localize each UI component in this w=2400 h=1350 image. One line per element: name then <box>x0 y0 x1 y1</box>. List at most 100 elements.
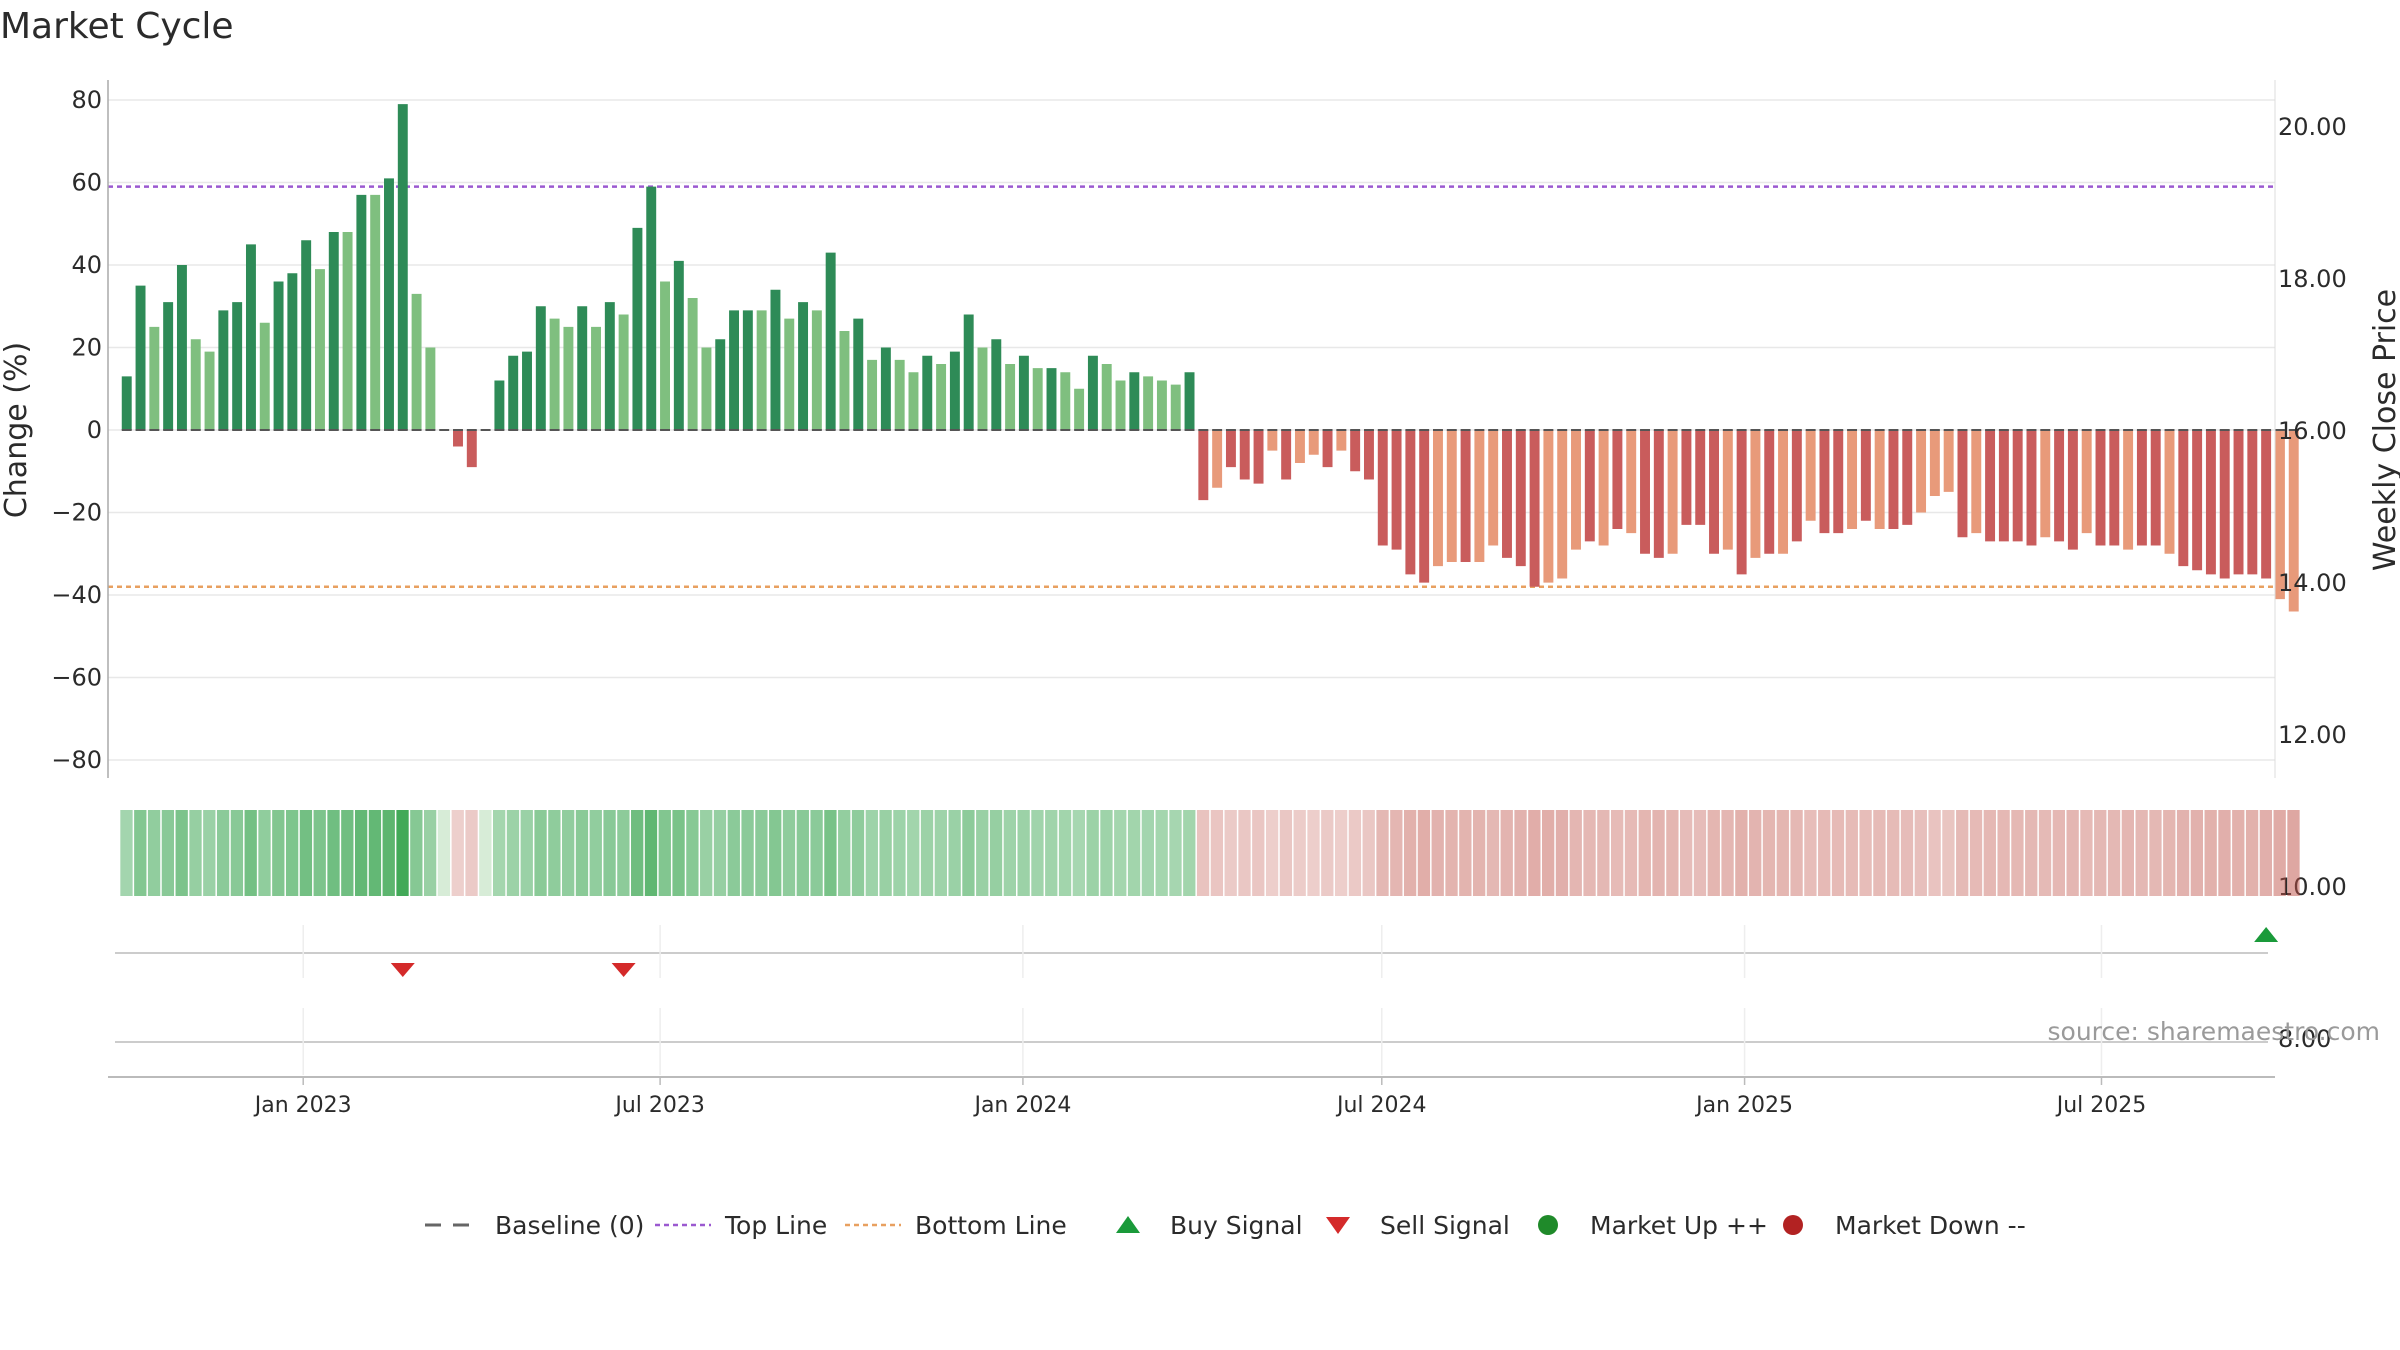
bar <box>1032 368 1043 430</box>
strip-cell <box>1224 810 1237 896</box>
strip-cell <box>976 810 989 896</box>
strip-cell <box>120 810 133 896</box>
bar <box>977 347 988 430</box>
strip-cell <box>1624 810 1638 896</box>
bar <box>1681 430 1692 525</box>
strip-cell <box>2025 810 2038 896</box>
legend-label: Market Down -- <box>1835 1211 2026 1240</box>
strip-cell <box>1072 810 1086 896</box>
bar <box>2164 430 2175 554</box>
bar <box>1281 430 1292 480</box>
y-tick-left: −40 <box>51 581 102 609</box>
bar <box>1957 430 1968 538</box>
bar <box>190 339 201 430</box>
bar <box>2081 430 2092 534</box>
strip-cell <box>989 810 1003 896</box>
bar <box>1101 364 1112 430</box>
strip-cell <box>1611 810 1624 896</box>
strip-cell <box>562 810 575 896</box>
y-tick-left: 60 <box>71 169 102 197</box>
strip-cell <box>686 810 699 896</box>
bar <box>1156 380 1167 430</box>
y-tick-right: 16.00 <box>2278 417 2347 445</box>
strip-cell <box>1859 810 1872 896</box>
bar <box>1929 430 1940 496</box>
strip-cell <box>1831 810 1845 896</box>
strip-cell <box>396 810 409 896</box>
bar <box>1750 430 1761 558</box>
strip-cell <box>258 810 271 896</box>
strip-cell <box>2121 810 2135 896</box>
bar <box>1529 430 1540 587</box>
bar <box>1474 430 1485 562</box>
bar <box>1446 430 1457 562</box>
strip-cell <box>1652 810 1665 896</box>
x-tick-label: Jan 2023 <box>253 1093 352 1118</box>
bar <box>563 326 574 430</box>
strip-cell <box>1762 810 1776 896</box>
bar <box>1253 430 1264 484</box>
strip-cell <box>272 810 285 896</box>
source-label: source: sharemaestro.com <box>2048 1017 2381 1046</box>
bar <box>1143 376 1154 430</box>
bar <box>1018 355 1029 430</box>
bar <box>618 314 629 430</box>
strip-cell <box>1114 810 1127 896</box>
strip-cell <box>1058 810 1072 896</box>
strip-cell <box>1569 810 1582 896</box>
bar <box>397 104 408 430</box>
x-tick-label: Jul 2023 <box>613 1093 705 1118</box>
strip-cell <box>1914 810 1927 896</box>
strip-cell <box>313 810 326 896</box>
strip-cell <box>203 810 216 896</box>
bar <box>2219 430 2230 579</box>
strip-cell <box>575 810 589 896</box>
strip-cell <box>1334 810 1348 896</box>
bar <box>411 293 422 430</box>
bar <box>1695 430 1706 525</box>
strip-cell <box>1003 810 1016 896</box>
strip-cell <box>1900 810 1914 896</box>
strip-cell <box>1321 810 1334 896</box>
bar <box>2233 430 2244 575</box>
bar <box>2288 430 2299 612</box>
bar <box>1322 430 1333 468</box>
bar <box>2040 430 2051 538</box>
strip-cell <box>2259 810 2273 896</box>
bar <box>2150 430 2161 546</box>
legend: Baseline (0) Top Line Bottom Line Buy Signa… <box>425 1211 2026 1240</box>
strip-cell <box>2273 810 2286 896</box>
bar <box>1778 430 1789 554</box>
y-tick-left: 40 <box>71 251 102 279</box>
bar <box>936 364 947 430</box>
strip-cell <box>1597 810 1610 896</box>
strip-cell <box>907 810 920 896</box>
bar <box>1460 430 1471 562</box>
strip-cell <box>1721 810 1734 896</box>
y-tick-left: −80 <box>51 746 102 774</box>
strip-cell <box>189 810 202 896</box>
legend-swatch <box>1538 1215 1558 1235</box>
legend-item-bottom-line: Bottom Line <box>845 1211 1067 1240</box>
bar <box>1502 430 1512 558</box>
bar <box>1833 430 1844 534</box>
bar <box>867 359 878 430</box>
strip-cell <box>175 810 188 896</box>
strip-cell <box>1997 810 2010 896</box>
bar <box>2192 430 2203 571</box>
bar <box>121 376 132 430</box>
bars <box>121 104 2299 612</box>
strip-cell <box>1459 810 1472 896</box>
bar <box>632 227 643 430</box>
strip-cell <box>1293 810 1306 896</box>
x-tick-label: Jul 2025 <box>2055 1093 2147 1118</box>
bar <box>1874 430 1885 529</box>
bar <box>2109 430 2120 546</box>
bar <box>494 380 505 430</box>
strip-cell <box>534 810 547 896</box>
bar <box>301 240 312 430</box>
bar <box>1916 430 1927 513</box>
bar <box>646 186 657 430</box>
bar <box>880 347 891 430</box>
bar <box>232 302 243 430</box>
